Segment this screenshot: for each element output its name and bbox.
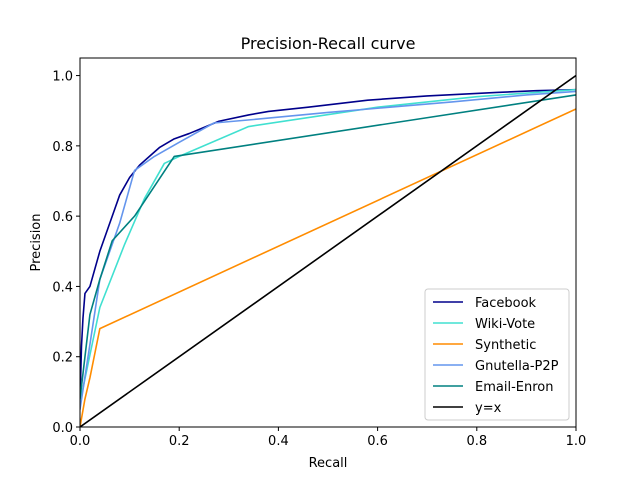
legend-label-email-enron: Email-Enron: [475, 380, 553, 395]
y-tick-label: 0.8: [52, 140, 73, 155]
series-layer: [80, 74, 576, 427]
y-tick-label: 0.0: [52, 421, 73, 436]
legend-frame: [424, 288, 570, 421]
legend-label-gnutella-p2p: Gnutella-P2P: [475, 359, 559, 374]
legend-label-facebook: Facebook: [475, 296, 537, 311]
series-line-y-x: [80, 74, 576, 427]
y-axis: 0.0 0.2 0.4 0.6 0.8 1.0: [52, 70, 80, 436]
y-tick-label: 0.2: [52, 351, 73, 366]
series-line-facebook: [80, 88, 576, 404]
x-tick-label: 0.4: [268, 434, 289, 449]
x-tick-label: 0.8: [466, 434, 487, 449]
chart-title: Precision-Recall curve: [241, 34, 416, 53]
legend-label-wiki-vote: Wiki-Vote: [475, 317, 535, 332]
x-tick-label: 0.2: [169, 434, 190, 449]
x-tick-label: 0.6: [367, 434, 388, 449]
plot-area: [79, 57, 577, 428]
legend: Facebook Wiki-Vote Synthetic Gnutella-P2P Em…: [424, 288, 570, 421]
x-axis-label: Recall: [309, 456, 348, 471]
series-line-email-enron: [80, 94, 576, 400]
y-tick-label: 1.0: [52, 70, 73, 85]
x-axis: 0.0 0.2 0.4 0.6 0.8 1.0: [70, 427, 587, 449]
y-axis-label: Precision: [29, 213, 44, 271]
x-tick-label: 1.0: [566, 434, 587, 449]
axes-frame: [79, 57, 577, 428]
legend-label-synthetic: Synthetic: [475, 338, 536, 353]
y-tick-label: 0.4: [52, 280, 73, 295]
series-line-synthetic: [80, 108, 576, 427]
legend-label-y-x: y=x: [475, 401, 502, 416]
x-tick-label: 0.0: [70, 434, 91, 449]
series-line-gnutella-p2p: [80, 90, 576, 411]
y-tick-label: 0.6: [52, 210, 73, 225]
